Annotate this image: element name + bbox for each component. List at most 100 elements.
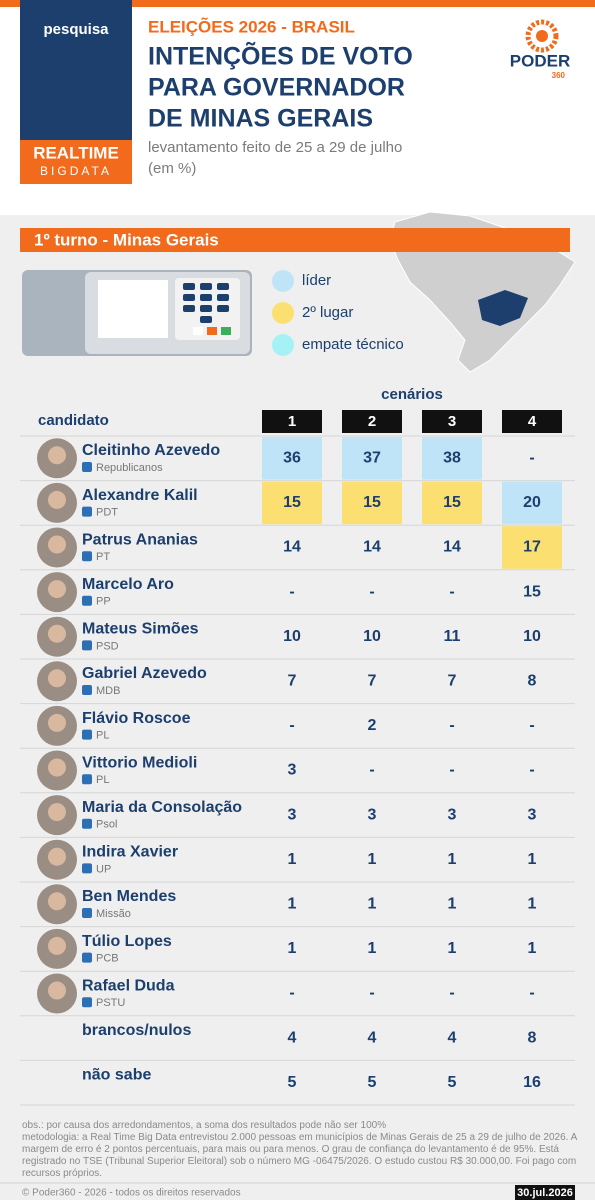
cell-value: 17 xyxy=(523,539,541,556)
brand: BIGDATA xyxy=(40,164,112,178)
cell-value: 1 xyxy=(288,940,297,957)
column-header-box xyxy=(342,410,402,433)
candidate-photo-face xyxy=(48,535,66,554)
logo: PODER 360 xyxy=(510,19,570,80)
candidate-name: Mateus Simões xyxy=(82,621,199,638)
cell-value: 4 xyxy=(368,1029,377,1046)
cell-value: 10 xyxy=(523,628,541,645)
title: PARA GOVERNADOR xyxy=(148,74,405,102)
candidate-photo-face xyxy=(48,490,66,509)
cell-value: 14 xyxy=(443,539,461,556)
cell-highlight xyxy=(262,437,322,480)
title: INTENÇÕES DE VOTO xyxy=(148,41,413,71)
candidate-photo-face xyxy=(48,624,66,643)
party-name: UP xyxy=(96,863,111,875)
row-label: brancos/nulos xyxy=(82,1022,191,1039)
column-header: 1 xyxy=(288,413,296,430)
date-box xyxy=(515,1185,575,1200)
candidate-photo-face xyxy=(48,446,66,465)
party-icon xyxy=(82,952,92,963)
section-bar xyxy=(20,228,570,252)
cell-value: 1 xyxy=(368,896,377,913)
first-header: candidato xyxy=(38,412,109,429)
cell-value: - xyxy=(449,762,454,779)
cell-value: 11 xyxy=(444,628,461,645)
column-header-box xyxy=(262,410,322,433)
badge: pesquisa xyxy=(43,21,109,38)
cell-value: 3 xyxy=(528,806,537,823)
candidate-photo-face xyxy=(48,892,66,911)
cell-value: - xyxy=(289,583,294,600)
cell-value: 7 xyxy=(448,673,457,690)
ballot-machine xyxy=(22,270,252,356)
candidate-name: Gabriel Azevedo xyxy=(82,665,207,682)
party-icon xyxy=(82,997,92,1008)
cell-value: 1 xyxy=(528,896,537,913)
candidate-name: Indira Xavier xyxy=(82,844,178,861)
legend-label: líder xyxy=(302,272,331,289)
cell-value: 4 xyxy=(448,1029,457,1046)
notes: obs.: por causa dos arredondamentos, a s… xyxy=(22,1120,577,1180)
cell-value: - xyxy=(369,762,374,779)
candidate-photo-face xyxy=(48,713,66,732)
candidate-name: Alexandre Kalil xyxy=(82,487,198,504)
legend-swatch xyxy=(272,270,294,292)
cell-highlight xyxy=(262,481,322,525)
brand: REALTIME xyxy=(33,143,119,162)
party-icon xyxy=(82,863,92,874)
party-icon xyxy=(82,818,92,829)
cell-value: 1 xyxy=(448,851,457,868)
cell-value: 10 xyxy=(363,628,381,645)
cell-value: 5 xyxy=(448,1074,457,1091)
candidate-name: Vittorio Medioli xyxy=(82,754,197,771)
party-icon xyxy=(82,506,92,517)
note: metodologia: a Real Time Big Data entrev… xyxy=(22,1132,577,1179)
candidate-photo-face xyxy=(48,758,66,777)
cell-highlight xyxy=(502,481,562,525)
party-name: PSTU xyxy=(96,997,125,1009)
note: obs.: por causa dos arredondamentos, a s… xyxy=(22,1120,387,1131)
cell-highlight xyxy=(422,481,482,525)
candidate-photo-face xyxy=(48,803,66,822)
party-icon xyxy=(82,685,92,695)
cell-value: 1 xyxy=(368,851,377,868)
cell-value: 3 xyxy=(288,806,297,823)
cell-value: 15 xyxy=(443,494,461,511)
column-header: 2 xyxy=(368,413,376,430)
party-name: Missão xyxy=(96,908,131,920)
cell-value: 15 xyxy=(283,494,301,511)
column-header: 3 xyxy=(448,413,456,430)
cell-value: 38 xyxy=(443,450,461,467)
cell-value: 16 xyxy=(523,1074,541,1091)
candidate-name: Rafael Duda xyxy=(82,977,175,994)
group-header: cenários xyxy=(381,386,443,403)
cell-value: 3 xyxy=(368,806,377,823)
party-name: PP xyxy=(96,596,111,608)
column-header-box xyxy=(502,410,562,433)
party-name: PL xyxy=(96,730,109,742)
cell-highlight xyxy=(422,437,482,480)
candidate-photo-face xyxy=(48,580,66,599)
cell-value: - xyxy=(449,985,454,1002)
candidate-name: Cleitinho Azevedo xyxy=(82,442,220,459)
cell-value: - xyxy=(289,717,294,734)
column-header: 4 xyxy=(528,413,537,430)
party-icon xyxy=(82,908,92,918)
copyright: © Poder360 - 2026 - todos os direitos re… xyxy=(22,1188,241,1199)
date: 30.jul.2026 xyxy=(517,1187,573,1199)
candidate-name: Ben Mendes xyxy=(82,888,176,905)
party-name: Republicanos xyxy=(96,462,163,474)
cell-value: 5 xyxy=(288,1074,297,1091)
cell-value: 14 xyxy=(363,539,381,556)
party-name: MDB xyxy=(96,685,120,697)
cell-value: - xyxy=(449,583,454,600)
column-header-box xyxy=(422,410,482,433)
subtitle: (em %) xyxy=(148,160,196,177)
candidate-photo-face xyxy=(48,936,66,955)
cell-value: - xyxy=(449,717,454,734)
candidate-name: Flávio Roscoe xyxy=(82,710,191,727)
cell-value: 1 xyxy=(528,851,537,868)
candidate-photo-face xyxy=(48,669,66,688)
cell-value: - xyxy=(529,717,534,734)
cell-highlight xyxy=(342,481,402,525)
